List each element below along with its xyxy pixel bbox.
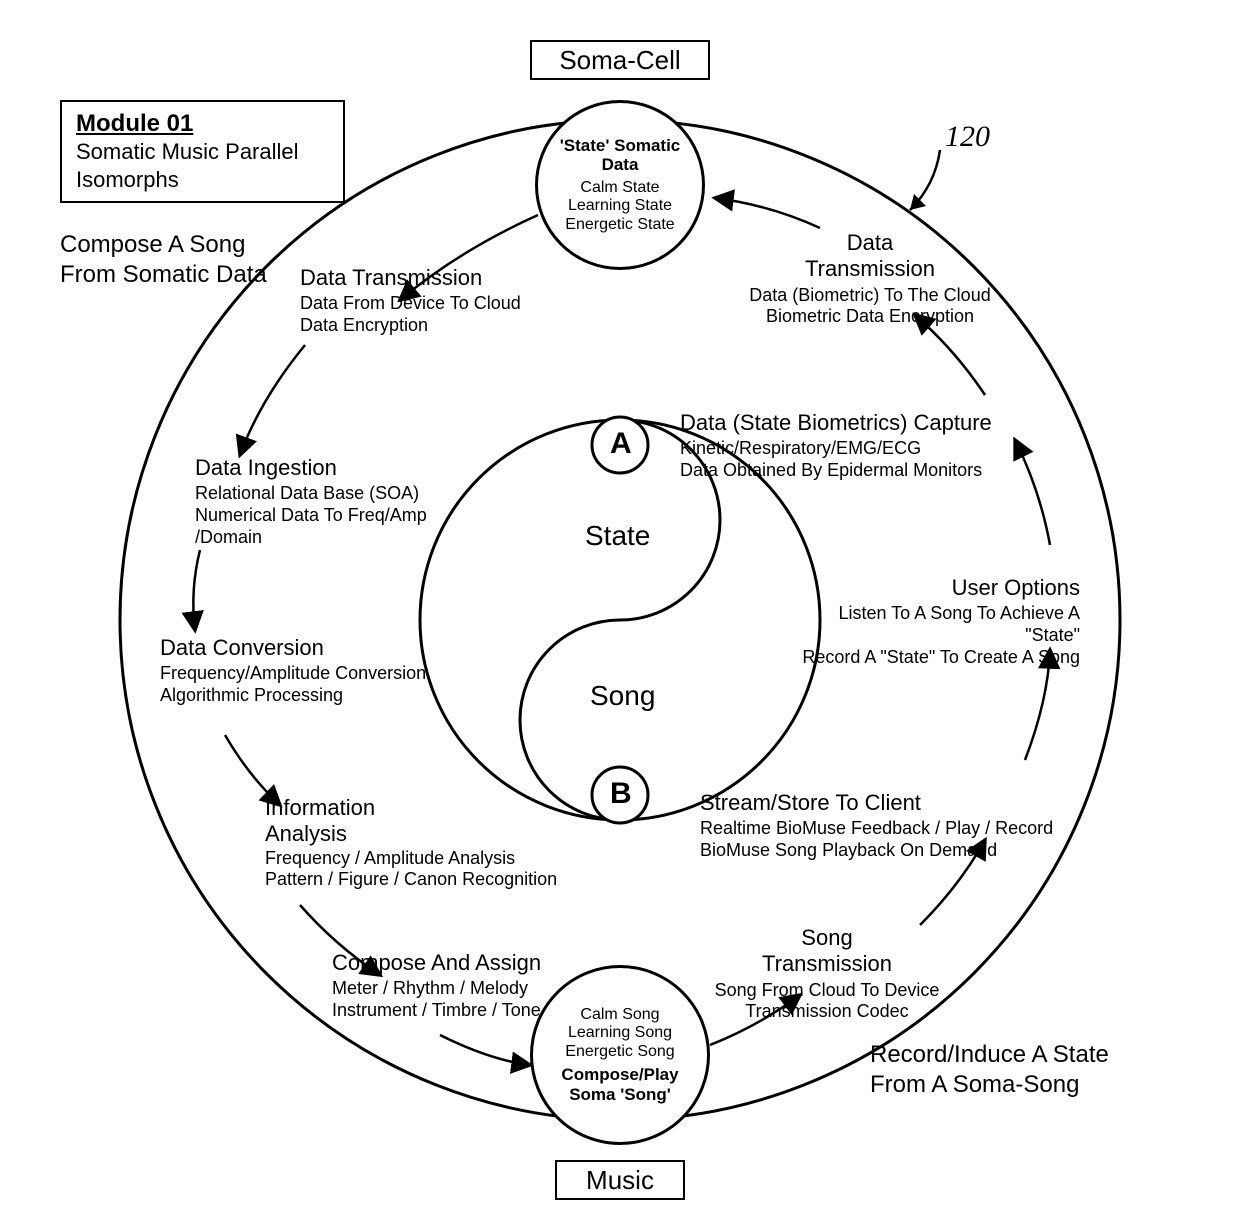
ingest-title: Data Ingestion <box>195 455 427 481</box>
info-l1: Frequency / Amplitude Analysis <box>265 848 515 868</box>
bottom-node: Calm Song Learning Song Energetic Song C… <box>530 965 710 1145</box>
uopt-title: User Options <box>780 575 1080 601</box>
info-l2: Pattern / Figure / Canon Recognition <box>265 869 557 889</box>
step-compose-assign: Compose And Assign Meter / Rhythm / Melo… <box>332 950 541 1022</box>
songtx-t2: Transmission <box>712 951 942 977</box>
module-title: Module 01 <box>76 110 329 138</box>
compose-l2: Instrument / Timbre / Tone <box>332 1000 541 1020</box>
bottom-node-t2: Soma 'Song' <box>561 1085 678 1105</box>
compose-l1: Meter / Rhythm / Melody <box>332 978 528 998</box>
arrow-10 <box>1015 440 1050 545</box>
step-user-options: User Options Listen To A Song To Achieve… <box>780 575 1080 668</box>
center-b: B <box>610 777 632 811</box>
stream-title: Stream/Store To Client <box>700 790 1053 816</box>
outer-left-caption: Compose A Song From Somatic Data <box>60 230 267 290</box>
center-state: State <box>585 520 650 552</box>
bottom-node-t1: Compose/Play <box>561 1065 678 1085</box>
conv-l1: Frequency/Amplitude Conversion <box>160 663 426 683</box>
bottom-label: Music <box>586 1165 654 1196</box>
info-title-1: Information <box>265 795 375 820</box>
step-information-analysis: Information Analysis Frequency / Amplitu… <box>265 795 557 891</box>
bottom-node-l3: Energetic Song <box>565 1043 674 1061</box>
dtr-t1: Data <box>740 230 1000 256</box>
bottom-node-l2: Learning Song <box>568 1024 672 1042</box>
module-sub2: Isomorphs <box>76 166 329 194</box>
outer-right-2: From A Soma-Song <box>870 1070 1109 1100</box>
dt-left-title: Data Transmission <box>300 265 521 291</box>
ingest-l3: /Domain <box>195 527 262 547</box>
step-data-transmission-right: Data Transmission Data (Biometric) To Th… <box>740 230 1000 328</box>
figure-ref: 120 <box>945 120 990 154</box>
diagram-stage: Soma-Cell Music Module 01 Somatic Music … <box>0 0 1240 1232</box>
compose-title: Compose And Assign <box>332 950 541 976</box>
arrow-6 <box>440 1035 530 1065</box>
cap-title: Data (State Biometrics) Capture <box>680 410 992 436</box>
top-node-title: 'State' Somatic Data <box>560 136 681 175</box>
dtr-t2: Transmission <box>740 256 1000 282</box>
bottom-label-box: Music <box>555 1160 685 1200</box>
top-node-l3: Energetic State <box>565 216 674 234</box>
songtx-l1: Song From Cloud To Device <box>715 980 940 1000</box>
step-song-transmission: Song Transmission Song From Cloud To Dev… <box>712 925 942 1023</box>
uopt-l2: Record A "State" To Create A Song <box>802 647 1080 667</box>
step-data-capture: Data (State Biometrics) Capture Kinetic/… <box>680 410 992 482</box>
top-node-l2: Learning State <box>568 197 672 215</box>
arrow-2 <box>240 345 305 455</box>
outer-right-1: Record/Induce A State <box>870 1040 1109 1070</box>
top-label-box: Soma-Cell <box>530 40 710 80</box>
uopt-l1: Listen To A Song To Achieve A "State" <box>838 603 1080 645</box>
top-node: 'State' Somatic Data Calm State Learning… <box>535 100 705 270</box>
step-stream-store: Stream/Store To Client Realtime BioMuse … <box>700 790 1053 862</box>
stream-l2: BioMuse Song Playback On Demand <box>700 840 997 860</box>
figref-arrowhead <box>910 194 926 210</box>
stream-l1: Realtime BioMuse Feedback / Play / Recor… <box>700 818 1053 838</box>
ingest-l1: Relational Data Base (SOA) <box>195 483 419 503</box>
top-label: Soma-Cell <box>559 45 680 76</box>
dt-left-l1: Data From Device To Cloud <box>300 293 521 313</box>
dtr-l1: Data (Biometric) To The Cloud <box>749 285 990 305</box>
dt-left-l2: Data Encryption <box>300 315 428 335</box>
center-song: Song <box>590 680 655 712</box>
arrow-12 <box>715 198 820 228</box>
outer-left-1: Compose A Song <box>60 230 267 260</box>
conv-l2: Algorithmic Processing <box>160 685 343 705</box>
step-data-transmission-left: Data Transmission Data From Device To Cl… <box>300 265 521 337</box>
step-data-conversion: Data Conversion Frequency/Amplitude Conv… <box>160 635 426 707</box>
bottom-node-l1: Calm Song <box>580 1006 659 1024</box>
conv-title: Data Conversion <box>160 635 426 661</box>
dtr-l2: Biometric Data Encryption <box>766 306 974 326</box>
cap-l2: Data Obtained By Epidermal Monitors <box>680 460 982 480</box>
module-sub1: Somatic Music Parallel <box>76 138 329 166</box>
top-node-l1: Calm State <box>580 179 659 197</box>
songtx-t1: Song <box>712 925 942 951</box>
center-a: A <box>610 427 632 461</box>
outer-left-2: From Somatic Data <box>60 260 267 290</box>
step-data-ingestion: Data Ingestion Relational Data Base (SOA… <box>195 455 427 548</box>
info-title-2: Analysis <box>265 821 347 846</box>
module-box: Module 01 Somatic Music Parallel Isomorp… <box>60 100 345 203</box>
cap-l1: Kinetic/Respiratory/EMG/ECG <box>680 438 921 458</box>
songtx-l2: Transmission Codec <box>745 1001 908 1021</box>
ingest-l2: Numerical Data To Freq/Amp <box>195 505 427 525</box>
outer-right-caption: Record/Induce A State From A Soma-Song <box>870 1040 1109 1100</box>
arrow-3 <box>193 550 200 630</box>
